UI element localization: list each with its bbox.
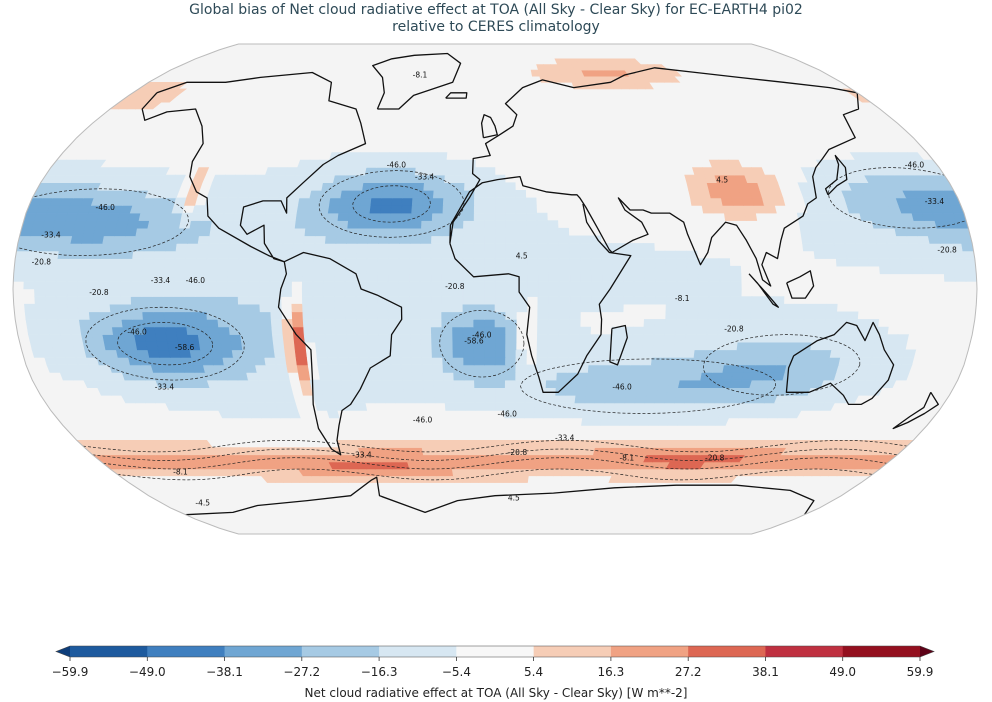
- colorbar-segment: [456, 646, 535, 657]
- colorbar-segment: [224, 646, 303, 657]
- colorbar-tick-label: −49.0: [129, 665, 166, 679]
- colorbar-segment: [765, 646, 844, 657]
- colorbar-tick-label: 59.9: [907, 665, 934, 679]
- colorbar-segment: [533, 646, 612, 657]
- colorbar-segment: [70, 646, 148, 657]
- colorbar-segment: [301, 646, 380, 657]
- colorbar-tick-label: −16.3: [361, 665, 398, 679]
- colorbar-segment: [379, 646, 457, 657]
- colorbar-tick-label: 49.0: [829, 665, 856, 679]
- colorbar-tick-label: 27.2: [675, 665, 702, 679]
- colorbar-tick-label: 5.4: [524, 665, 543, 679]
- figure-title: Global bias of Net cloud radiative effec…: [0, 2, 992, 36]
- colorbar-extend-min: [56, 646, 70, 657]
- title-line-2: relative to CERES climatology: [392, 19, 600, 35]
- colorbar-tick-label: −5.4: [442, 665, 471, 679]
- colorbar-tick-label: 38.1: [752, 665, 779, 679]
- colorbar-label: Net cloud radiative effect at TOA (All S…: [305, 686, 688, 700]
- colorbar-segment: [842, 646, 921, 657]
- bias-field-layer: [13, 58, 977, 483]
- colorbar-segment: [147, 646, 226, 657]
- colorbar-segment: [688, 646, 766, 657]
- title-line-1: Global bias of Net cloud radiative effec…: [189, 2, 803, 18]
- colorbar-tick-label: −27.2: [283, 665, 320, 679]
- colorbar-tick-label: 16.3: [598, 665, 625, 679]
- colorbar-segment: [610, 646, 689, 657]
- colorbar-tick-label: −38.1: [206, 665, 243, 679]
- colorbar-extend-max: [920, 646, 934, 657]
- colorbar-tick-label: −59.9: [52, 665, 89, 679]
